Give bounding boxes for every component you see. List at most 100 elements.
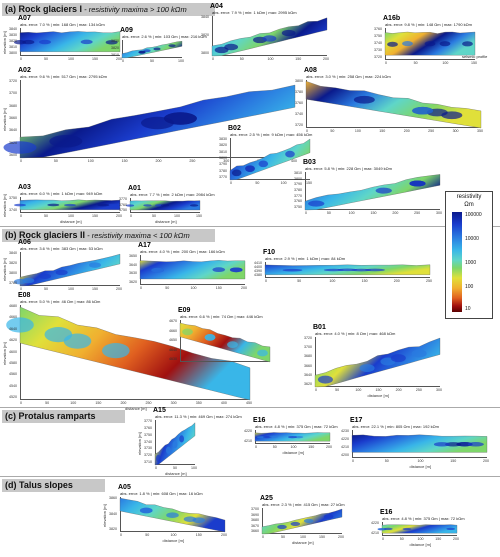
x-tick-label: 200 bbox=[116, 57, 122, 61]
x-tick-label: 0 bbox=[382, 537, 384, 541]
x-tick-label: 200 bbox=[116, 287, 122, 291]
x-tick-label: 50 bbox=[173, 466, 177, 470]
resistivity-section bbox=[351, 434, 488, 453]
x-tick-label: 100 bbox=[442, 61, 449, 65]
section-sublabel: - resistivity maxima > 100 kΩm bbox=[82, 5, 187, 14]
x-tick-label: 250 bbox=[426, 279, 432, 283]
y-tick-label: 3740 bbox=[295, 112, 303, 116]
x-tick-label: 150 bbox=[308, 445, 315, 449]
x-tick-label: 150 bbox=[306, 181, 312, 185]
panel-id: E09 bbox=[178, 307, 191, 314]
resistivity-anomaly bbox=[365, 268, 385, 272]
panel-stats: abs. error: 22.1 % | min: 805 Ωm | max: … bbox=[352, 424, 439, 429]
x-tick-label: 150 bbox=[471, 61, 477, 65]
panel-stats: abs. error: 2.9 % | min: 1 kΩm | max: 84… bbox=[265, 256, 346, 261]
resistivity-anomaly bbox=[125, 204, 135, 207]
resistivity-anomaly bbox=[294, 435, 304, 439]
x-tick-label: 50 bbox=[384, 459, 389, 463]
y-tick-label: 3820 bbox=[201, 33, 209, 37]
x-tick-label: 150 bbox=[319, 535, 325, 539]
resistivity-anomaly bbox=[424, 41, 436, 47]
legend-unit: Ωm bbox=[464, 202, 474, 208]
panel-id: B03 bbox=[303, 159, 316, 166]
y-tick-label: 3760 bbox=[295, 101, 303, 105]
y-tick-label: 3800 bbox=[219, 156, 227, 160]
resistivity-anomaly bbox=[269, 435, 279, 438]
x-tick-label: 100 bbox=[170, 533, 177, 537]
x-tick-label: 50 bbox=[44, 287, 48, 291]
x-tick-label: 300 bbox=[436, 211, 442, 215]
resistivity-anomaly bbox=[102, 343, 130, 359]
resistivity-anomaly bbox=[151, 267, 164, 273]
resistivity-anomaly bbox=[277, 524, 287, 530]
x-tick-label: 50 bbox=[330, 129, 335, 133]
y-tick-label: 4660 bbox=[9, 315, 17, 320]
x-tick-label: 150 bbox=[196, 214, 202, 218]
x-tick-label: 100 bbox=[280, 181, 287, 185]
x-tick-label: 100 bbox=[70, 401, 77, 405]
y-tick-label: 4400 bbox=[254, 265, 262, 269]
resistivity-anomaly bbox=[47, 203, 60, 207]
x-tick-label: 50 bbox=[239, 57, 244, 61]
resistivity-anomaly bbox=[439, 41, 451, 47]
resistivity-anomaly bbox=[55, 269, 68, 276]
section-fill bbox=[19, 253, 121, 287]
y-tick-label: 4380 bbox=[254, 273, 262, 277]
y-tick-label: 4390 bbox=[254, 269, 262, 273]
panel-id: A05 bbox=[118, 484, 131, 491]
resistivity-anomaly bbox=[141, 116, 174, 130]
y-tick-label: 3720 bbox=[144, 453, 152, 458]
resistivity-anomaly bbox=[303, 518, 314, 523]
x-tick-label: 100 bbox=[191, 466, 197, 470]
y-tick-label: 3800 bbox=[9, 51, 17, 55]
x-tick-label: 50 bbox=[152, 214, 156, 218]
panel-axes bbox=[20, 305, 250, 400]
y-tick-label: 4600 bbox=[9, 349, 17, 354]
resistivity-anomaly bbox=[446, 527, 456, 531]
panel-stats: abs. error: 9.6 % | min: 517 Ωm | max: 2… bbox=[20, 74, 107, 79]
x-tick-label: 0 bbox=[130, 214, 132, 218]
panel-stats: abs. error: 5.8 % | min: 228 Ωm | max: 3… bbox=[305, 166, 392, 171]
resistivity-anomaly bbox=[39, 39, 51, 45]
x-axis-title: distance [m] bbox=[125, 406, 147, 411]
y-axis-title: elevation [m] bbox=[102, 503, 107, 527]
y-tick-label: 3750 bbox=[119, 208, 127, 212]
section-divider bbox=[0, 226, 500, 227]
panel-id: E08 bbox=[18, 292, 31, 299]
x-tick-label: 50 bbox=[44, 214, 48, 218]
x-tick-label: 100 bbox=[348, 211, 355, 215]
y-axis-title: elevation [m] bbox=[2, 194, 7, 217]
resistivity-anomaly bbox=[39, 273, 51, 279]
x-tick-label: 0 bbox=[122, 59, 124, 63]
x-tick-label: 50 bbox=[255, 181, 260, 185]
resistivity-anomaly bbox=[138, 50, 146, 54]
y-tick-label: 3620 bbox=[129, 280, 137, 284]
y-tick-label: 3750 bbox=[294, 205, 302, 209]
section-sublabel: - resistivity maxima < 100 kΩm bbox=[85, 231, 190, 240]
panel-axes bbox=[230, 138, 310, 180]
resistivity-anomaly bbox=[63, 333, 92, 349]
y-tick-label: 3640 bbox=[129, 262, 137, 267]
panel-stats: abs. error: 6.0 % | min: 1 kΩm | max: 94… bbox=[20, 191, 103, 196]
y-tick-label: 3720 bbox=[295, 123, 303, 127]
resistivity-section bbox=[14, 31, 121, 52]
resistivity-anomaly bbox=[89, 262, 101, 268]
seismic-profile-annotation: seismic profile bbox=[462, 54, 488, 59]
panel-stats: abs. error: 9.8 % | min: 148 Ωm | max: 1… bbox=[385, 22, 472, 27]
x-tick-label: 150 bbox=[379, 129, 386, 133]
y-tick-label: 3760 bbox=[144, 425, 152, 430]
resistivity-anomaly bbox=[154, 204, 164, 207]
x-tick-label: 200 bbox=[392, 211, 399, 215]
x-tick-label: 0 bbox=[385, 61, 387, 65]
x-axis-title: distance [m] bbox=[409, 464, 432, 469]
x-tick-label: 200 bbox=[221, 533, 227, 537]
resistivity-section bbox=[377, 524, 458, 534]
resistivity-section bbox=[3, 84, 296, 159]
x-tick-label: 50 bbox=[150, 59, 154, 63]
panel-axes bbox=[122, 40, 182, 58]
y-tick-label: 4580 bbox=[9, 360, 17, 365]
panel-axes bbox=[305, 172, 440, 210]
x-tick-label: 50 bbox=[335, 388, 340, 392]
x-tick-label: 0 bbox=[305, 211, 307, 215]
y-tick-label: 3800 bbox=[201, 51, 209, 55]
